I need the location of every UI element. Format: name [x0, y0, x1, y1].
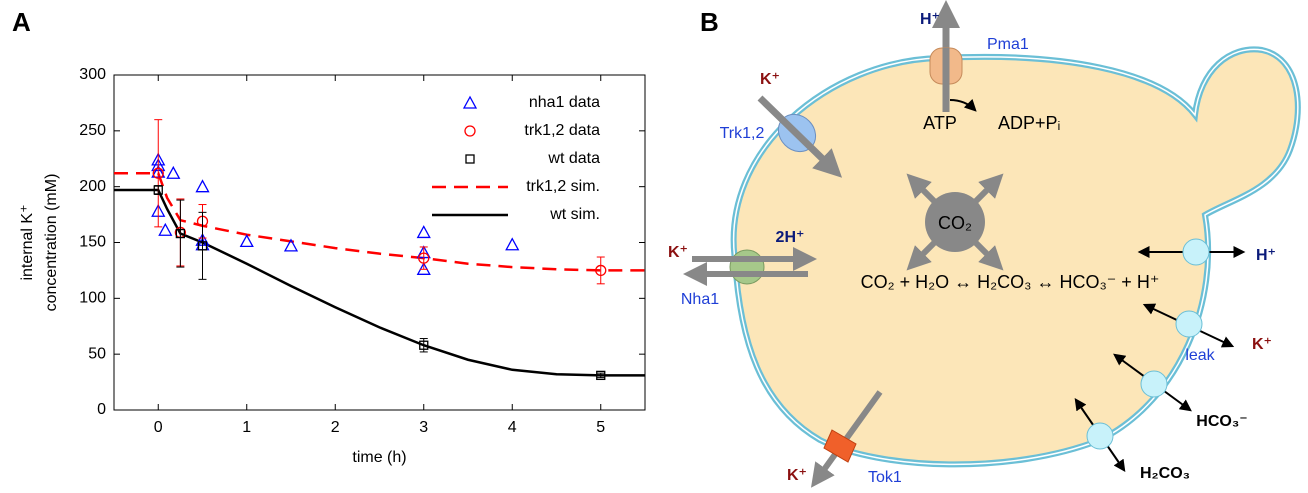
- legend-label: trk1,2 sim.: [526, 178, 600, 195]
- atp-label: ATP: [923, 113, 957, 133]
- tok1-channel: [823, 429, 857, 463]
- marker: [464, 125, 476, 137]
- transporter-label: Pma1: [987, 36, 1029, 53]
- marker: [595, 264, 607, 277]
- y-tick-label: 0: [97, 401, 106, 418]
- x-axis-label: time (h): [352, 449, 406, 466]
- ion-label: HCO₃⁻: [1196, 413, 1247, 430]
- marker: [239, 234, 254, 248]
- series-line: [114, 172, 645, 272]
- error-bar: [596, 372, 605, 379]
- error-bar: [419, 246, 428, 270]
- marker: [153, 185, 163, 195]
- panel-b: B H⁺ Pma1 ATP ADP+Pᵢ K⁺ Trk1,2 CO₂ CO₂ +…: [668, 0, 1301, 488]
- y-tick-label: 150: [79, 234, 106, 251]
- y-tick-label: 250: [79, 122, 106, 139]
- adp-label: ADP+Pᵢ: [998, 113, 1060, 133]
- marker: [465, 154, 475, 164]
- ion-label: K⁺: [1252, 336, 1272, 353]
- marker: [166, 165, 181, 179]
- tok1-arrow: [810, 390, 883, 488]
- ion-label: 2H⁺: [776, 229, 805, 246]
- ion-label: K⁺: [668, 244, 688, 261]
- error-bar: [176, 199, 185, 268]
- series-line: [114, 188, 645, 377]
- co2-label: CO₂: [938, 213, 972, 233]
- y-tick-label: 50: [88, 345, 106, 362]
- legend-label: trk1,2 data: [524, 122, 600, 139]
- y-axis-label: internal K⁺: [19, 204, 36, 280]
- x-tick-label: 5: [596, 419, 605, 436]
- panel-label: B: [700, 7, 719, 37]
- x-tick-label: 3: [419, 419, 428, 436]
- x-tick-label: 1: [242, 419, 251, 436]
- marker: [283, 238, 299, 252]
- y-tick-label: 200: [79, 178, 106, 195]
- transporter-label: Nha1: [681, 291, 719, 308]
- transporter-label: Tok1: [868, 469, 902, 486]
- cell-wall: [730, 46, 1301, 468]
- transporter-label: Trk1,2: [720, 125, 765, 142]
- co2-circle: [925, 192, 985, 252]
- legend-label: wt data: [547, 150, 600, 167]
- marker: [462, 95, 478, 109]
- y-tick-label: 300: [79, 66, 106, 83]
- error-bar: [154, 119, 163, 228]
- y-tick-label: 100: [79, 290, 106, 307]
- x-tick-label: 0: [154, 419, 163, 436]
- x-tick-label: 4: [508, 419, 517, 436]
- legend-label: wt sim.: [549, 206, 600, 223]
- channels: [1086, 238, 1210, 450]
- nha1-channel: [729, 249, 765, 285]
- marker: [596, 370, 606, 381]
- x-tick-label: 2: [331, 419, 340, 436]
- marker: [418, 252, 430, 264]
- marker: [505, 237, 520, 251]
- marker: [195, 179, 210, 193]
- ion-label: K⁺: [787, 467, 807, 484]
- legend-label: nha1 data: [529, 94, 600, 111]
- error-bar: [596, 256, 605, 285]
- marker: [175, 228, 186, 239]
- ion-label: K⁺: [760, 71, 780, 88]
- ion-label: H₂CO₃: [1140, 465, 1190, 482]
- marker: [197, 241, 208, 251]
- transporter-label: leak: [1185, 347, 1215, 364]
- atp-arrow: [949, 98, 977, 112]
- equation: CO₂ + H₂O ↔ H₂CO₃ ↔ HCO₃⁻ + H⁺: [861, 272, 1160, 292]
- ion-label: H⁺: [920, 11, 940, 28]
- co2-arrows: [906, 173, 1004, 271]
- ion-label: H⁺: [1256, 247, 1276, 264]
- error-bar: [198, 211, 207, 280]
- marker: [416, 225, 431, 239]
- marker: [152, 167, 164, 179]
- y-axis-label: concentration (mM): [43, 174, 60, 312]
- trk-arrow: [757, 95, 843, 178]
- marker: [158, 222, 173, 236]
- panel-label: A: [12, 7, 31, 37]
- marker: [419, 340, 429, 350]
- panel-a: A 0 50 100 150 200 250 300 0 1 2 3 4 5 time (h) intern…: [12, 7, 646, 466]
